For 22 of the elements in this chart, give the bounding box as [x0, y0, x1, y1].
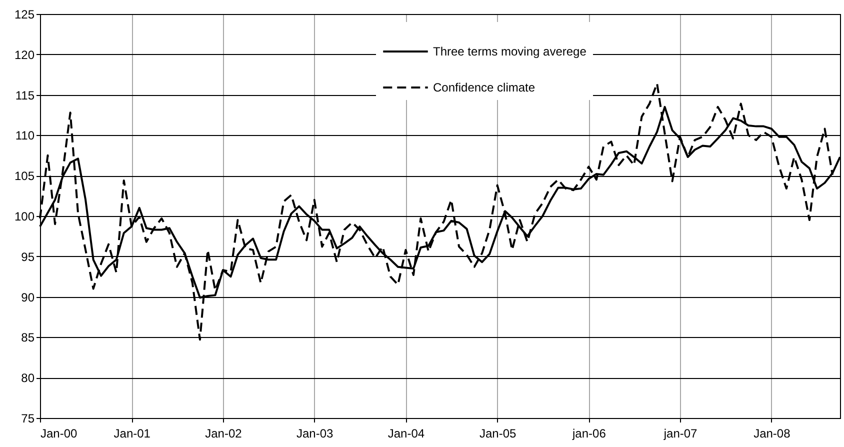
x-tick-label: Jan-01	[114, 426, 151, 440]
y-tick-label: 75	[21, 412, 35, 426]
y-tick-label: 115	[15, 88, 35, 102]
y-tick-label: 100	[14, 210, 35, 224]
y-tick-label: 90	[21, 290, 35, 304]
y-tick-label: 110	[15, 128, 35, 143]
x-tick-label: jan-07	[662, 426, 698, 440]
legend-label: Three terms moving averege	[433, 44, 587, 58]
x-tick-label: Jan-04	[388, 426, 425, 440]
x-tick-label: jan-06	[572, 426, 606, 440]
legend-label: Confidence climate	[433, 80, 536, 94]
y-tick-label: 105	[14, 169, 35, 184]
x-tick-label: Jan-03	[296, 426, 334, 440]
y-tick-label: 85	[21, 330, 35, 345]
y-tick-label: 95	[21, 250, 35, 264]
x-tick-label: Jan-08	[754, 426, 791, 440]
x-tick-label: Jan-05	[479, 426, 516, 440]
y-tick-label: 120	[14, 48, 35, 62]
y-tick-label: 80	[21, 371, 35, 386]
x-tick-label: Jan-00	[40, 426, 78, 440]
y-tick-label: 125	[14, 8, 35, 22]
x-tick-label: Jan-02	[205, 426, 242, 440]
